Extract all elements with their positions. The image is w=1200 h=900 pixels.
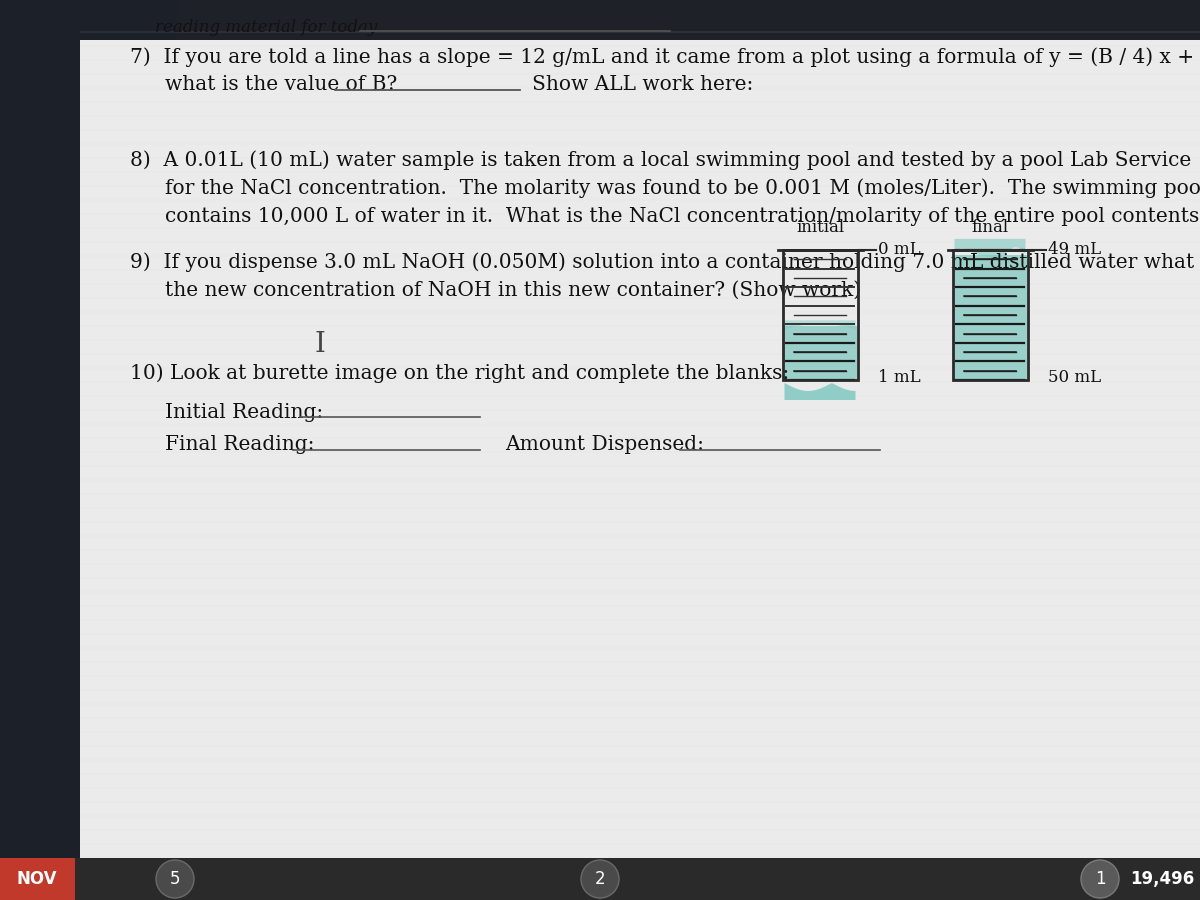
Text: reading material for today.: reading material for today. (155, 19, 380, 35)
Text: 10) Look at burette image on the right and complete the blanks:: 10) Look at burette image on the right a… (130, 364, 790, 382)
Text: 5: 5 (169, 870, 180, 888)
Polygon shape (0, 0, 180, 900)
Bar (0, 858, 74, 900)
Circle shape (1081, 860, 1120, 898)
Text: 50 mL: 50 mL (1048, 368, 1100, 385)
Bar (784, 327, 857, 379)
Text: Final Reading:: Final Reading: (166, 436, 314, 454)
Text: for the NaCl concentration.  The molarity was found to be 0.001 M (moles/Liter).: for the NaCl concentration. The molarity… (166, 178, 1200, 198)
Bar (782, 250, 858, 380)
Text: final: final (972, 220, 1008, 237)
Text: contains 10,000 L of water in it.  What is the NaCl concentration/molarity of th: contains 10,000 L of water in it. What i… (166, 206, 1200, 226)
Text: 19,496: 19,496 (1130, 870, 1194, 888)
Text: NOV: NOV (17, 870, 58, 888)
Text: 1: 1 (1094, 870, 1105, 888)
Text: 1 mL: 1 mL (877, 368, 920, 385)
Circle shape (156, 860, 194, 898)
Text: initial: initial (796, 220, 844, 237)
Text: Amount Dispensed:: Amount Dispensed: (505, 436, 704, 454)
Text: what is the value of B?: what is the value of B? (166, 76, 397, 94)
Text: Show ALL work here:: Show ALL work here: (532, 76, 754, 94)
Text: 2: 2 (595, 870, 605, 888)
Polygon shape (785, 383, 856, 400)
Polygon shape (80, 40, 1200, 858)
Bar (0, 858, 1200, 900)
Text: 49 mL: 49 mL (1048, 241, 1100, 258)
Circle shape (581, 860, 619, 898)
Text: I: I (314, 331, 325, 358)
Text: 8)  A 0.01L (10 mL) water sample is taken from a local swimming pool and tested : 8) A 0.01L (10 mL) water sample is taken… (130, 150, 1192, 170)
Bar (953, 250, 1027, 380)
Text: 0 mL: 0 mL (877, 241, 920, 258)
Text: Initial Reading:: Initial Reading: (166, 402, 323, 421)
Bar (954, 255, 1026, 379)
Text: the new concentration of NaOH in this new container? (Show work): the new concentration of NaOH in this ne… (166, 281, 862, 300)
Text: 7)  If you are told a line has a slope = 12 g/mL and it came from a plot using a: 7) If you are told a line has a slope = … (130, 47, 1200, 67)
Text: 9)  If you dispense 3.0 mL NaOH (0.050M) solution into a container holding 7.0 m: 9) If you dispense 3.0 mL NaOH (0.050M) … (130, 252, 1200, 272)
